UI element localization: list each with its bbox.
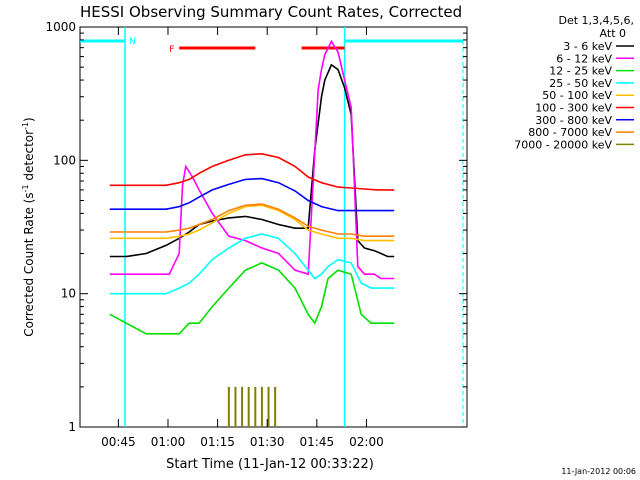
x-axis-ticks: 00:45 01:00 01:15 01:30 01:45 02:00 — [101, 27, 384, 449]
flare-interval-label-1: F — [169, 45, 174, 55]
series-line-6 — [109, 152, 395, 191]
legend-label-1: 3 - 6 keV — [563, 40, 612, 53]
series-line-4 — [109, 233, 395, 295]
series-line-5 — [109, 204, 395, 242]
y-tick-label-2: 10 — [61, 287, 76, 301]
legend-label-8: 800 - 7000 keV — [528, 126, 612, 139]
y-tick-label-3: 100 — [53, 153, 76, 167]
series-line-8 — [109, 203, 395, 237]
plot-frame — [79, 26, 468, 428]
y-axis-label-part-1: Corrected Count Rate (s — [22, 192, 36, 336]
legend-label-6: 100 - 300 keV — [535, 102, 612, 115]
y-axis-ticks: 1 10 100 1000 — [45, 20, 467, 434]
y-tick-label-4: 1000 — [45, 20, 76, 34]
legend-label-2: 6 - 12 keV — [556, 52, 612, 65]
series-group — [109, 39, 395, 427]
y-axis-label-sup-2: -1 — [21, 122, 30, 130]
legend-label-5: 50 - 100 keV — [542, 89, 612, 102]
x-tick-label-3: 01:15 — [200, 435, 235, 449]
night-interval-label-1: N — [129, 37, 136, 47]
legend-label-3: 12 - 25 keV — [549, 65, 612, 78]
x-axis-label: Start Time (11-Jan-12 00:33:22) — [166, 457, 374, 472]
chart-title: HESSI Observing Summary Count Rates, Cor… — [80, 3, 462, 21]
x-tick-label-5: 01:45 — [300, 435, 335, 449]
y-tick-label-1: 1 — [68, 420, 76, 434]
series-line-7 — [109, 177, 395, 212]
x-tick-label-6: 02:00 — [349, 435, 384, 449]
legend-label-4: 25 - 50 keV — [549, 77, 612, 90]
y-axis-label-sup-1: -1 — [21, 184, 30, 192]
legend-label-7: 300 - 800 keV — [535, 114, 612, 127]
series-line-2 — [109, 39, 395, 280]
timestamp: 11-Jan-2012 00:06 — [561, 467, 636, 476]
y-axis-label-part-3: ) — [22, 117, 36, 122]
x-tick-label-1: 00:45 — [101, 435, 136, 449]
legend-header-2: Att 0 — [600, 27, 626, 40]
y-axis-label-part-2: detector — [22, 130, 36, 185]
x-tick-label-2: 01:00 — [151, 435, 186, 449]
legend-label-9: 7000 - 20000 keV — [514, 138, 612, 151]
series-line-1 — [109, 63, 395, 258]
series-line-3 — [109, 262, 395, 335]
background-intervals: NF — [80, 27, 464, 427]
x-tick-label-4: 01:30 — [250, 435, 285, 449]
legend-header-1: Det 1,3,4,5,6, — [558, 14, 634, 27]
y-axis-label: Corrected Count Rate (s-1 detector-1) — [21, 117, 36, 336]
